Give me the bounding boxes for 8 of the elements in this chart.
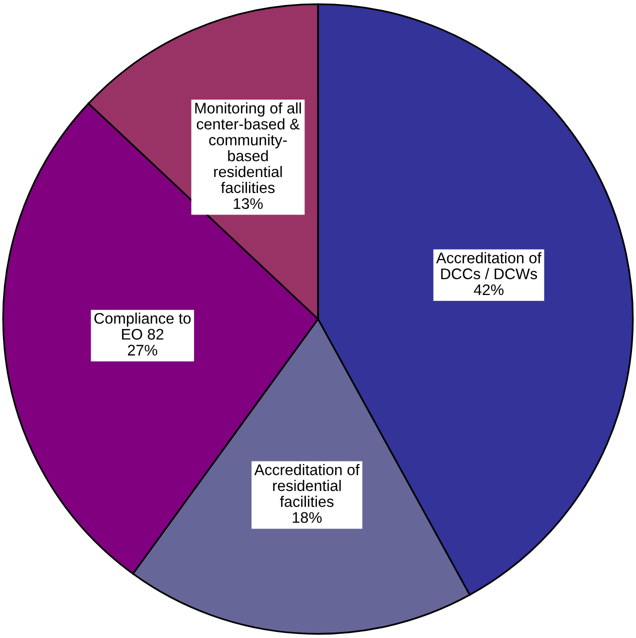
data-label: 18%	[292, 512, 322, 523]
slice-label: Compliance to EO 82	[94, 312, 191, 340]
data-label: 13%	[234, 198, 263, 209]
slice-label: Monitoring of all center-based & community- based residential facilities	[195, 102, 301, 194]
slice-label: Accreditation of DCCs / DCWs	[436, 252, 542, 280]
data-label: 42%	[474, 284, 504, 296]
slice-label: Accreditation of residential facilities	[254, 464, 360, 508]
data-label: 27%	[128, 344, 158, 356]
